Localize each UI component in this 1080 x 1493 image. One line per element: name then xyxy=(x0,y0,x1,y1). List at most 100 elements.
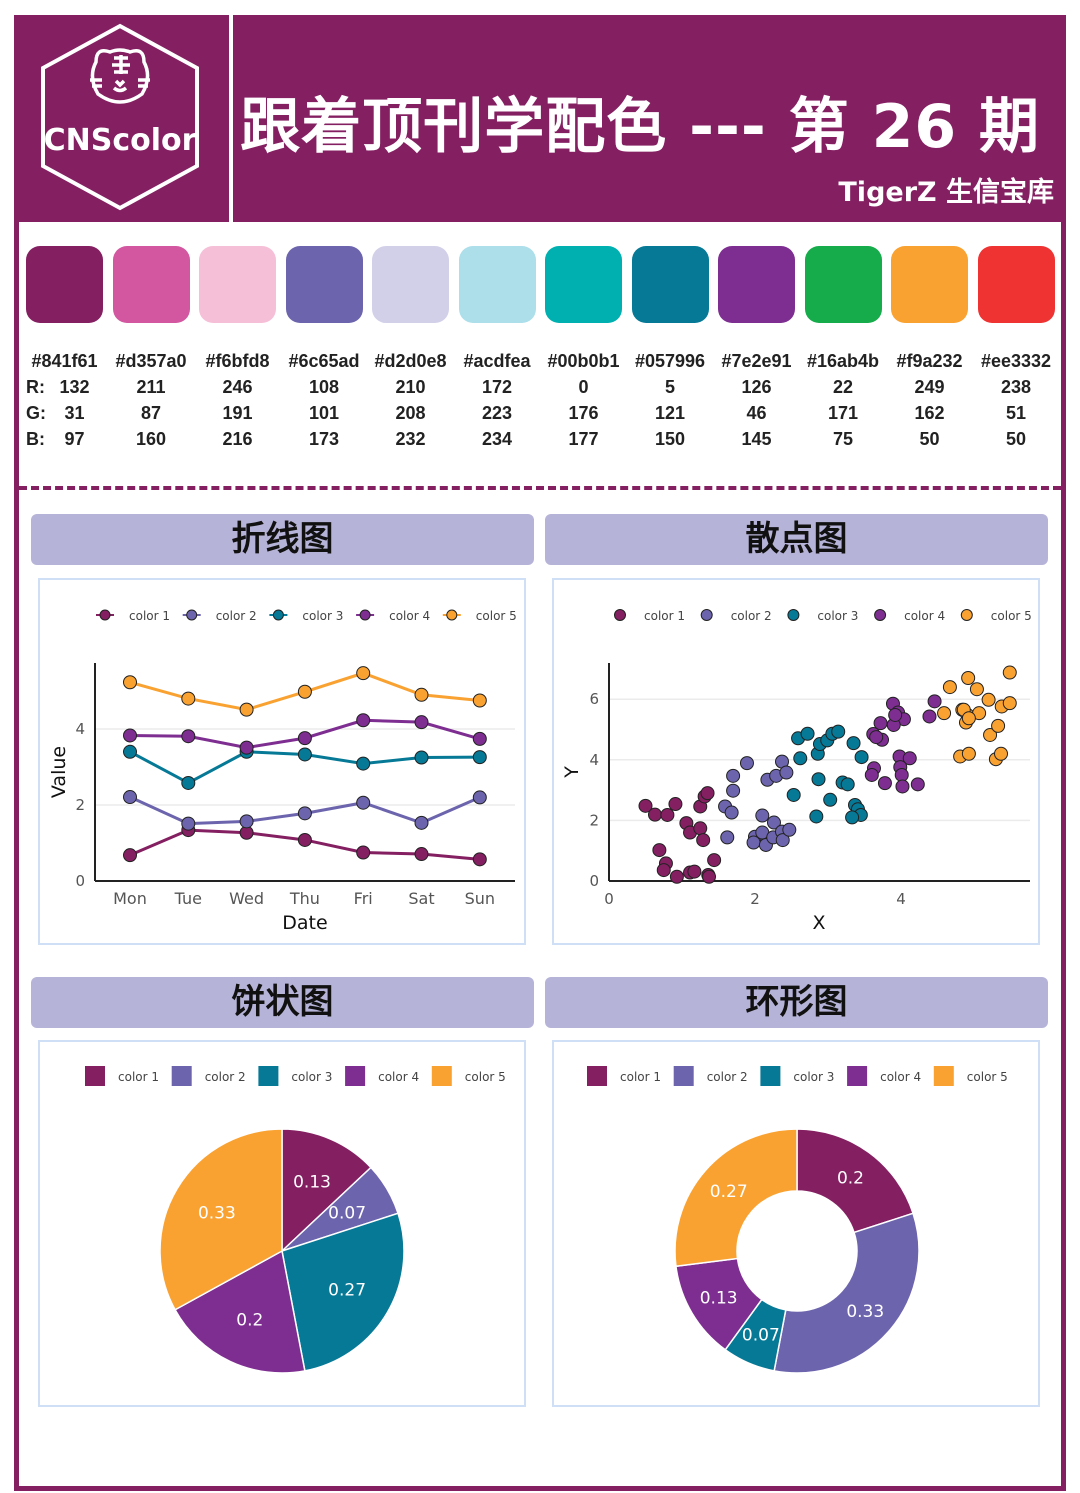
section-divider xyxy=(19,486,1061,490)
swatch-hex-value: #d357a0 xyxy=(115,351,187,371)
x-tick-label: Wed xyxy=(229,889,264,908)
panel-header-donut: 环形图 xyxy=(545,977,1048,1028)
slice-label: 0.13 xyxy=(700,1288,738,1308)
data-point xyxy=(181,691,196,706)
scatter-point xyxy=(961,711,976,726)
legend-marker xyxy=(99,609,111,621)
swatch-g-value: 46 xyxy=(746,403,767,423)
pie-slice xyxy=(159,1128,283,1311)
scatter-point xyxy=(983,727,998,742)
swatch-hex-value: #057996 xyxy=(634,351,706,371)
legend-swatch xyxy=(258,1066,279,1086)
legend-marker xyxy=(272,609,284,621)
legend-label: color 4 xyxy=(389,609,430,623)
data-point xyxy=(414,815,429,830)
legend-swatch xyxy=(847,1066,868,1086)
legend-label: color 5 xyxy=(476,609,517,623)
pie-slice xyxy=(773,1212,920,1374)
slice-label: 0.2 xyxy=(236,1310,263,1330)
scatter-point xyxy=(724,805,739,820)
scatter-point xyxy=(991,718,1006,733)
legend-marker xyxy=(700,609,713,621)
swatch-g-value: 87 xyxy=(140,403,162,423)
swatch-g-value: 31 xyxy=(64,403,85,423)
scatter-point xyxy=(707,853,722,868)
pie-slice xyxy=(674,1128,798,1268)
scatter-point xyxy=(902,751,917,766)
scatter-point xyxy=(726,783,741,798)
x-tick-label: Thu xyxy=(289,889,320,908)
scatter-point xyxy=(831,724,846,739)
pie-slice xyxy=(281,1128,372,1253)
y-tick-label: 2 xyxy=(75,796,85,814)
legend-marker xyxy=(960,609,973,621)
legend-marker xyxy=(614,609,626,621)
header-banner xyxy=(14,15,1066,222)
swatch-b-value: 177 xyxy=(568,429,599,449)
swatch-b-value: 50 xyxy=(919,429,940,449)
data-point xyxy=(356,756,371,771)
legend-swatch xyxy=(673,1066,694,1086)
swatch-b-value: 75 xyxy=(832,429,854,449)
swatch-hex-value: #00b0b1 xyxy=(547,351,620,371)
data-point xyxy=(356,713,371,728)
swatch-r-value: 238 xyxy=(1000,377,1032,397)
data-point xyxy=(414,715,429,730)
color-swatch xyxy=(458,246,536,323)
legend-swatch xyxy=(587,1066,607,1086)
pie-slice xyxy=(796,1128,914,1234)
data-point xyxy=(472,852,487,867)
svg-text:CNScolor: CNScolor xyxy=(44,123,197,158)
x-tick-label: Fri xyxy=(354,889,373,908)
scatter-point xyxy=(888,707,903,722)
data-point xyxy=(239,702,254,717)
legend-label: color 2 xyxy=(205,1070,246,1084)
legend-swatch xyxy=(431,1066,452,1086)
data-point xyxy=(297,806,312,821)
swatch-hex-value: #acdfea xyxy=(463,351,531,371)
legend-marker xyxy=(186,609,198,621)
scatter-point xyxy=(845,810,860,825)
data-point xyxy=(356,845,371,860)
swatch-b-value: 150 xyxy=(654,429,686,449)
scatter-point xyxy=(894,767,909,782)
color-swatch xyxy=(545,246,622,323)
data-point xyxy=(181,816,196,831)
tiger-icon xyxy=(90,48,150,104)
scatter-point xyxy=(864,767,879,782)
legend-swatch xyxy=(345,1066,366,1086)
color-swatch xyxy=(199,246,276,323)
swatch-r-value: 210 xyxy=(395,377,426,397)
legend-swatch xyxy=(933,1066,954,1086)
x-axis-title: Date xyxy=(282,912,327,934)
swatch-g-value: 223 xyxy=(481,403,513,423)
swatch-g-value: 51 xyxy=(1005,403,1027,423)
data-point xyxy=(181,775,196,790)
data-point xyxy=(123,790,137,805)
legend-marker xyxy=(787,609,800,621)
scatter-point xyxy=(910,777,925,792)
scatter-point xyxy=(895,779,910,794)
scatter-point xyxy=(800,726,815,741)
swatch-b-value: 173 xyxy=(308,429,340,449)
swatch-hex-value: #841f61 xyxy=(31,351,98,371)
data-point xyxy=(472,731,487,746)
scatter-point xyxy=(927,694,942,709)
swatch-g-value: 191 xyxy=(222,403,253,423)
x-tick-label: Sun xyxy=(465,889,495,908)
data-point xyxy=(472,750,487,765)
legend-label: color 2 xyxy=(216,609,257,623)
legend-label: color 4 xyxy=(880,1070,921,1084)
legend-swatch xyxy=(85,1066,105,1086)
legend-label: color 3 xyxy=(291,1070,332,1084)
slice-label: 0.07 xyxy=(328,1203,366,1223)
x-tick-label: Sat xyxy=(408,889,434,908)
data-point xyxy=(297,832,312,847)
scatter-point xyxy=(652,843,667,858)
scatter-point xyxy=(877,776,892,791)
r-label: R: xyxy=(26,377,45,397)
scatter-point xyxy=(793,751,808,766)
scatter-point xyxy=(668,797,683,812)
data-point xyxy=(297,684,312,699)
legend-label: color 1 xyxy=(129,609,170,623)
